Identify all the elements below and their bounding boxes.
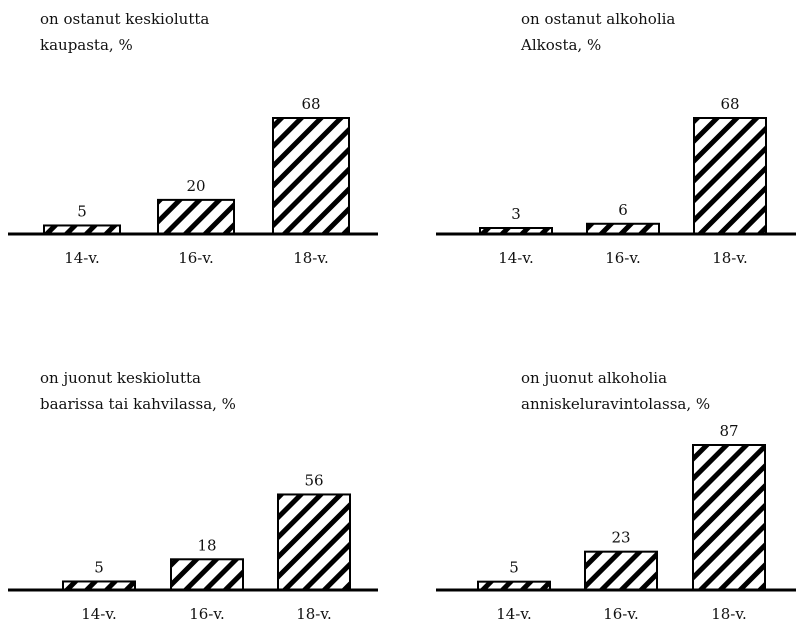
x-tick-label: 18-v. — [711, 605, 747, 623]
bar — [272, 117, 350, 235]
chart-title: on ostanut alkoholia Alkosta, % — [521, 6, 675, 58]
data-label: 87 — [719, 422, 738, 440]
bar — [277, 493, 351, 591]
bar — [692, 444, 766, 591]
chart-title-line-2: baarissa tai kahvilassa, % — [40, 395, 236, 413]
data-label: 6 — [618, 201, 628, 219]
bar — [693, 117, 767, 235]
x-tick-label: 14-v. — [81, 605, 117, 623]
chart-title: on ostanut keskiolutta kaupasta, % — [40, 6, 209, 58]
chart-title: on juonut keskiolutta baarissa tai kahvi… — [40, 365, 236, 417]
x-tick-label: 14-v. — [498, 249, 534, 267]
x-tick-label: 14-v. — [496, 605, 532, 623]
data-label: 5 — [77, 202, 87, 220]
bar — [586, 222, 660, 236]
chart-title-line-1: on ostanut alkoholia — [521, 10, 676, 28]
chart-3-group: 5 14-v. 23 16-v. 87 18-v. — [436, 422, 796, 623]
chart-title-line-1: on juonut keskiolutta — [40, 369, 201, 387]
chart-1-group: 3 14-v. 6 16-v. 68 18-v. — [436, 95, 796, 267]
x-tick-label: 16-v. — [603, 605, 639, 623]
data-label: 56 — [304, 471, 323, 489]
x-tick-label: 16-v. — [189, 605, 225, 623]
data-label: 68 — [301, 95, 320, 113]
chart-title-line-1: on ostanut keskiolutta — [40, 10, 210, 28]
data-label: 68 — [720, 95, 739, 113]
bar — [584, 550, 658, 592]
x-tick-label: 16-v. — [178, 249, 214, 267]
data-label: 5 — [509, 559, 519, 577]
chart-title-line-1: on juonut alkoholia — [521, 369, 668, 387]
data-label: 5 — [94, 558, 104, 576]
x-tick-label: 18-v. — [293, 249, 329, 267]
chart-title: on juonut alkoholia anniskeluravintolass… — [521, 365, 710, 417]
chart-title-line-2: anniskeluravintolassa, % — [521, 395, 711, 413]
x-tick-label: 16-v. — [605, 249, 641, 267]
chart-0-group: 5 14-v. 20 16-v. 68 18-v. — [8, 95, 378, 267]
data-label: 3 — [511, 205, 521, 223]
data-label: 23 — [611, 529, 630, 547]
x-tick-label: 14-v. — [64, 249, 100, 267]
x-tick-label: 18-v. — [712, 249, 748, 267]
bar — [157, 198, 235, 235]
data-label: 20 — [186, 177, 205, 195]
chart-2-group: 5 14-v. 18 16-v. 56 18-v. — [8, 471, 378, 623]
x-tick-label: 18-v. — [296, 605, 332, 623]
chart-title-line-2: kaupasta, % — [40, 36, 133, 54]
chart-title-line-2: Alkosta, % — [521, 36, 602, 54]
data-label: 18 — [197, 536, 216, 554]
bar — [170, 558, 244, 592]
